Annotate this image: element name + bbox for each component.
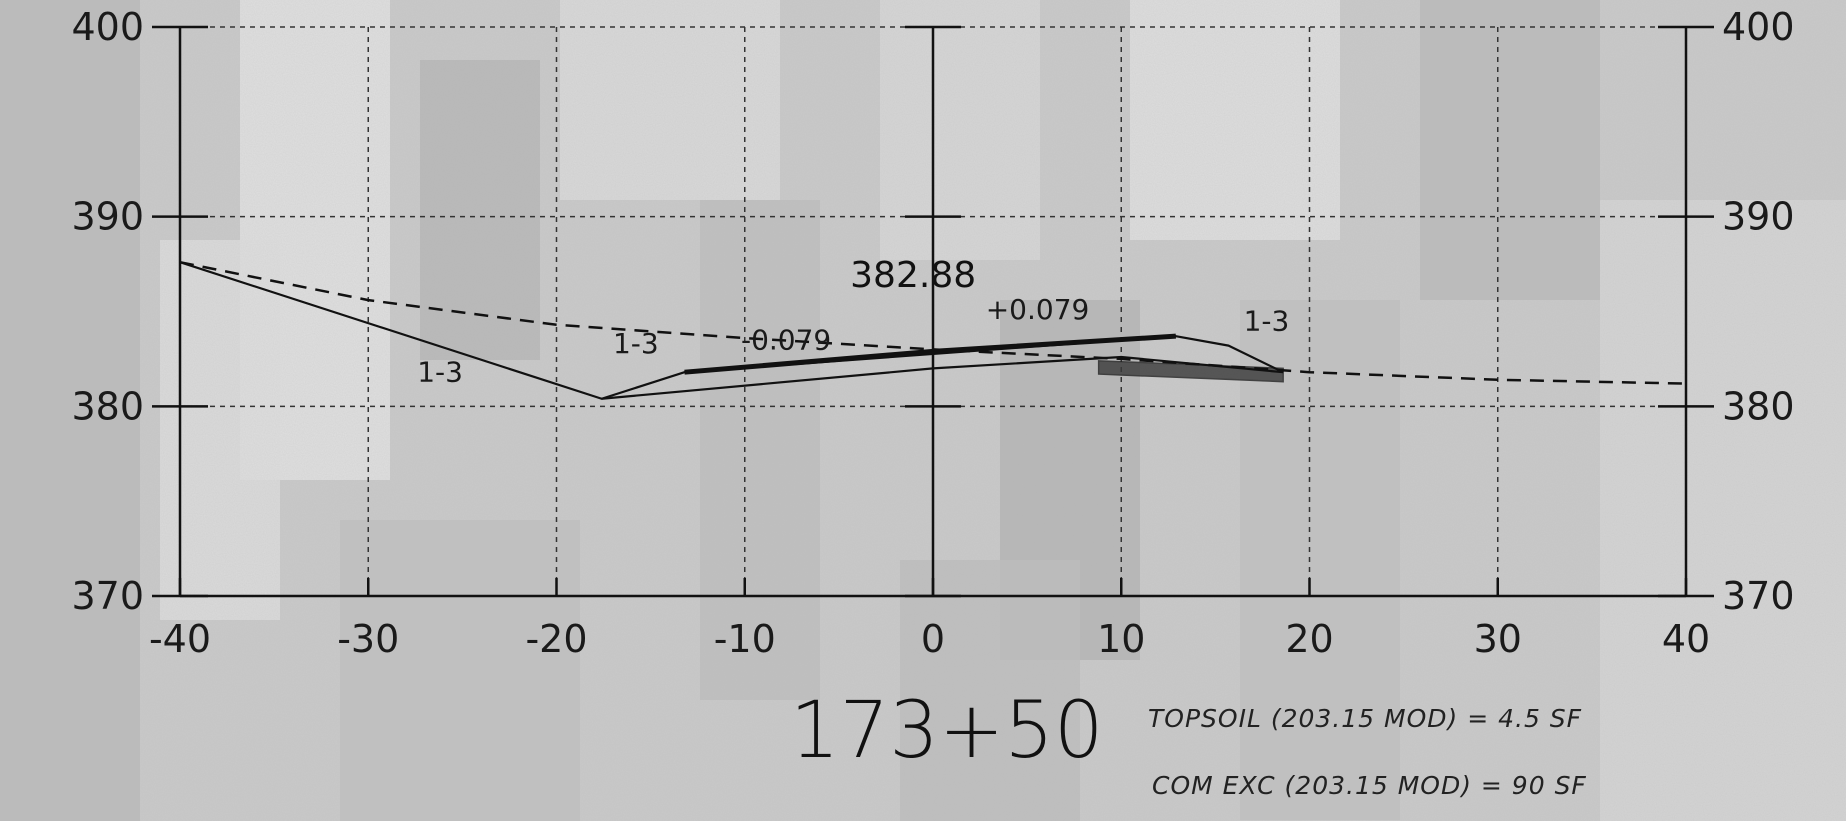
x-tick-label: -40 bbox=[149, 617, 211, 661]
station-label: 173+50 bbox=[790, 686, 1104, 776]
x-tick-label: 20 bbox=[1285, 617, 1333, 661]
y-tick-label-left: 390 bbox=[71, 195, 144, 239]
y-tick-label-right: 370 bbox=[1722, 574, 1795, 618]
y-tick-label-right: 400 bbox=[1722, 5, 1795, 49]
x-tick-label: 0 bbox=[921, 617, 945, 661]
x-tick-label: 10 bbox=[1097, 617, 1145, 661]
com-exc-note: COM EXC (203.15 MOD) = 90 SF bbox=[1152, 771, 1587, 800]
slope-label: -0.079 bbox=[741, 323, 831, 356]
slope-label: +0.079 bbox=[986, 293, 1090, 326]
x-tick-label: -20 bbox=[525, 617, 587, 661]
x-tick-label: -30 bbox=[337, 617, 399, 661]
slope-label: 1-3 bbox=[417, 356, 463, 389]
y-tick-label-left: 370 bbox=[71, 574, 144, 618]
x-tick-label: -10 bbox=[714, 617, 776, 661]
y-tick-label-right: 380 bbox=[1722, 384, 1795, 428]
x-tick-label: 40 bbox=[1662, 617, 1710, 661]
y-tick-label-left: 400 bbox=[71, 5, 144, 49]
y-tick-label-right: 390 bbox=[1722, 195, 1795, 239]
x-tick-label: 30 bbox=[1474, 617, 1522, 661]
topsoil-note: TOPSOIL (203.15 MOD) = 4.5 SF bbox=[1148, 704, 1582, 733]
slope-label: 1-3 bbox=[613, 327, 659, 360]
elevation-label: 382.88 bbox=[850, 255, 976, 296]
slope-label: 1-3 bbox=[1244, 304, 1290, 337]
y-tick-label-left: 380 bbox=[71, 384, 144, 428]
